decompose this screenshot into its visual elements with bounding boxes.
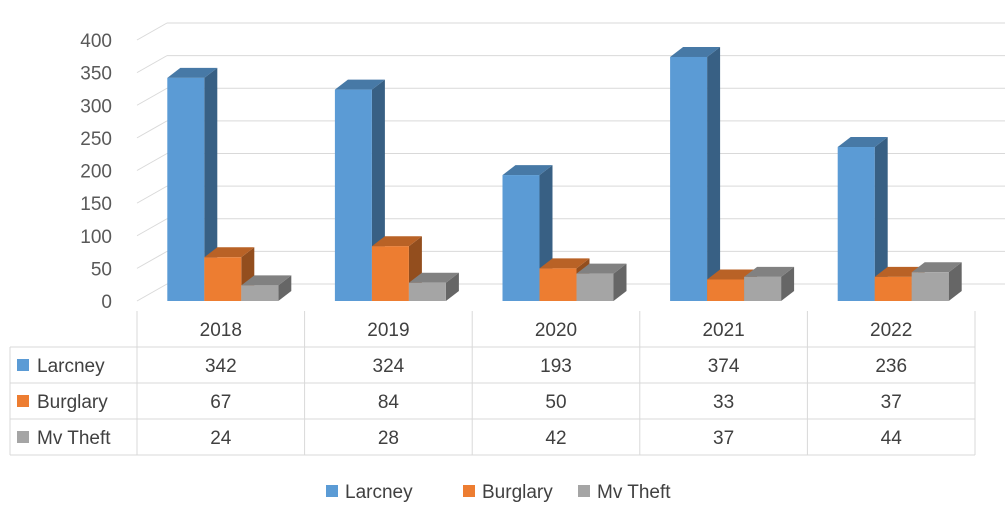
bars [167, 46, 962, 302]
gridline-side [136, 250, 168, 269]
y-tick-label: 0 [101, 292, 112, 313]
table-series-label: Burglary [37, 392, 108, 413]
x-tick-label: 2020 [535, 320, 577, 341]
legend-item: Burglary [463, 482, 553, 503]
bar-mv-theft-2020 [576, 263, 627, 301]
bar-mv-theft-2019 [408, 272, 459, 301]
gridline-side [136, 153, 168, 171]
legend-swatch [326, 485, 338, 497]
data-label: 37 [881, 392, 902, 413]
legend: Larcney Burglary Mv Theft [326, 482, 671, 503]
x-tick-label: 2021 [702, 320, 744, 341]
y-tick-label: 200 [80, 162, 112, 183]
x-tick-label: 2018 [200, 320, 242, 341]
table-legend-key [17, 395, 29, 407]
gridline-side [136, 185, 168, 204]
gridline-side [136, 218, 168, 237]
legend-label: Burglary [482, 482, 553, 503]
y-tick-label: 300 [80, 96, 112, 117]
gridline-side [136, 87, 168, 106]
gridline-side [136, 283, 168, 302]
legend-label: Larcney [345, 482, 413, 503]
data-label: 28 [378, 428, 399, 449]
gridlines [136, 22, 1005, 302]
data-label: 50 [545, 392, 566, 413]
table-series-label: Larcney [37, 356, 105, 377]
data-label: 84 [378, 392, 400, 413]
data-label: 24 [210, 428, 232, 449]
bar-burglary-2018 [204, 247, 255, 301]
legend-label: Mv Theft [597, 482, 671, 503]
gridline-side [136, 120, 168, 139]
table-legend-key [17, 359, 29, 371]
data-label: 44 [881, 428, 903, 449]
bar-mv-theft-2018 [241, 275, 292, 301]
data-label: 33 [713, 392, 734, 413]
y-tick-label: 400 [80, 31, 112, 52]
x-tick-label: 2019 [367, 320, 409, 341]
bar-mv-theft-2021 [744, 266, 795, 301]
y-axis: 0 50 100 150 200 250 300 350 400 [80, 31, 112, 313]
data-label: 324 [373, 356, 405, 377]
x-tick-label: 2022 [870, 320, 912, 341]
data-label: 37 [713, 428, 734, 449]
legend-swatch [578, 485, 590, 497]
data-label: 236 [875, 356, 907, 377]
table-legend-key [17, 431, 29, 443]
data-label: 42 [545, 428, 566, 449]
table-series-label: Mv Theft [37, 428, 111, 449]
data-label: 374 [708, 356, 740, 377]
gridline-side [136, 22, 168, 41]
legend-item: Larcney [326, 482, 413, 503]
gridline-side [136, 55, 168, 74]
bar-larcney-2022 [837, 137, 888, 301]
y-tick-label: 150 [80, 194, 112, 215]
bar-larcney-2018 [167, 67, 218, 301]
legend-swatch [463, 485, 475, 497]
data-label: 67 [210, 392, 231, 413]
bar-mv-theft-2022 [911, 262, 962, 301]
y-tick-label: 100 [80, 227, 112, 248]
bar-larcney-2021 [670, 46, 721, 302]
data-label: 342 [205, 356, 237, 377]
y-tick-label: 250 [80, 129, 112, 150]
legend-item: Mv Theft [578, 482, 671, 503]
y-tick-label: 50 [91, 259, 112, 280]
y-tick-label: 350 [80, 64, 112, 85]
data-label: 193 [540, 356, 572, 377]
